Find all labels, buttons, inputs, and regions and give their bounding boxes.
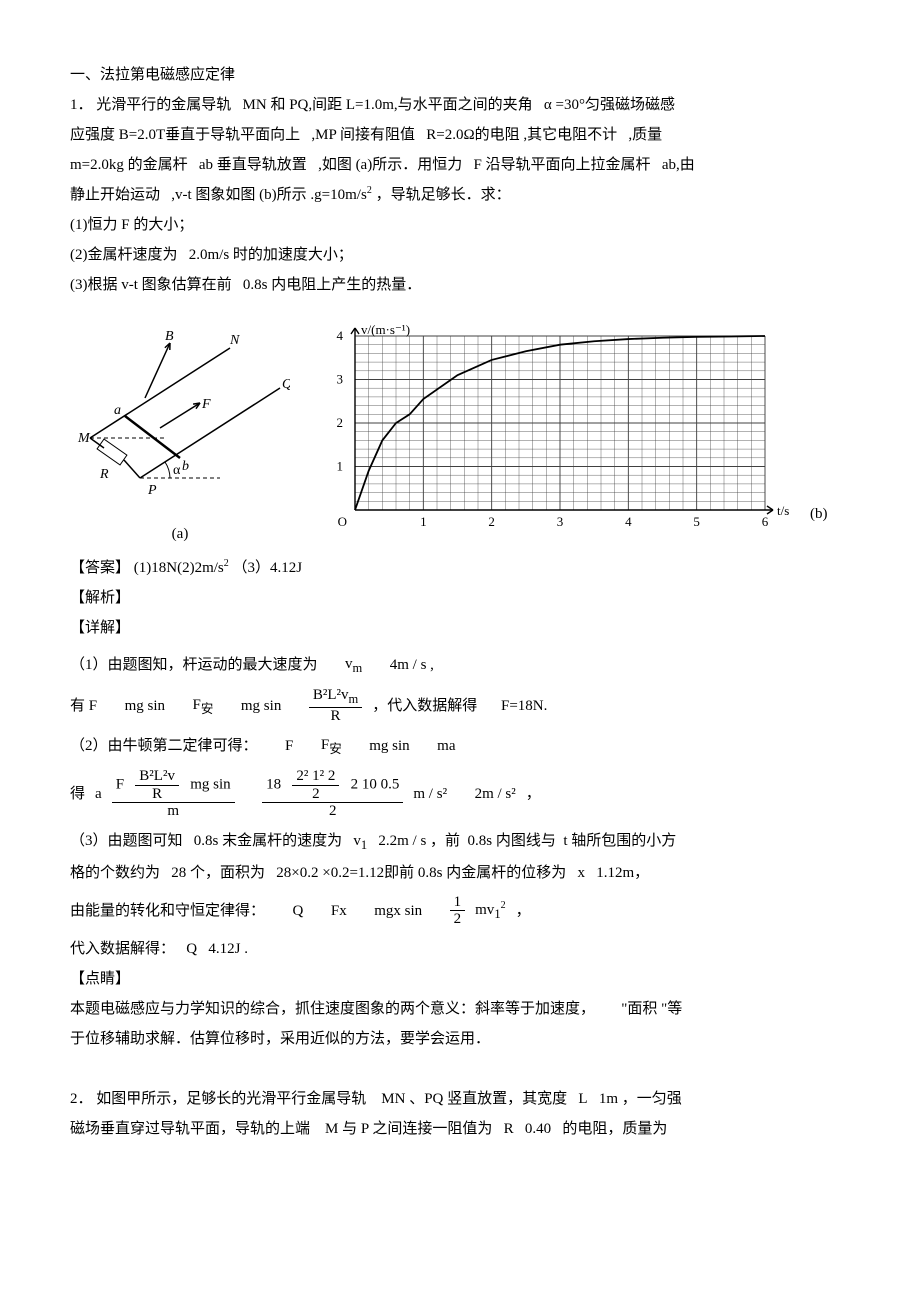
q1-p1: (1)恒力 F 的大小； (70, 210, 850, 240)
svg-text:b: b (182, 459, 189, 474)
q2-line2: 磁场垂直穿过导轨平面，导轨的上端 M 与 P 之间连接一阻值为 R 0.40 的… (70, 1114, 850, 1144)
svg-text:1: 1 (420, 514, 427, 529)
xiangjie: 【详解】 (70, 613, 850, 643)
sol2-line2: 得 a F B²L²v R mg sin m 18 2² 1² 2 2 2 10… (70, 768, 850, 820)
sol3-line3: 由能量的转化和守恒定律得： Q Fx mgx sin 1 2 mv12 ， (70, 894, 850, 928)
q1-p3: (3)根据 v-t 图象估算在前 0.8s 内电阻上产生的热量． (70, 270, 850, 300)
dj-line1: 本题电磁感应与力学知识的综合，抓住速度图象的两个意义：斜率等于加速度， "面积 … (70, 994, 850, 1024)
sol1-line1: （1）由题图知，杆运动的最大速度为 vm 4m / s , (70, 649, 850, 681)
svg-text:P: P (147, 483, 157, 498)
svg-text:α: α (173, 463, 181, 478)
svg-text:O: O (338, 514, 347, 529)
svg-text:2: 2 (337, 415, 344, 430)
q1-line1: 1． 光滑平行的金属导轨 MN 和 PQ,间距 L=1.0m,与水平面之间的夹角… (70, 90, 850, 120)
sol2-line1: （2）由牛顿第二定律可得： F F安 mg sin ma (70, 730, 850, 762)
svg-text:1: 1 (337, 459, 344, 474)
diagram-a: M N Q P Ra b B Fα (a) (70, 308, 290, 549)
svg-text:3: 3 (557, 514, 564, 529)
sol3-line2: 格的个数约为 28 个，面积为 28×0.2 ×0.2=1.12即前 0.8s … (70, 858, 850, 888)
q1-line4: 静止开始运动 ,v-t 图象如图 (b)所示 .g=10m/s2 ，导轨足够长．… (70, 180, 850, 210)
section-title: 一、法拉第电磁感应定律 (70, 60, 850, 90)
q1-num: 1． (70, 97, 93, 113)
svg-text:v/(m·s⁻¹): v/(m·s⁻¹) (361, 322, 410, 337)
sol1-line2: 有 F mg sin F安 mg sin B²L²vm R ，代入数据解得 F=… (70, 687, 850, 724)
answer-line: 【答案】 (1)18N(2)2m/s2 （3）4.12J (70, 553, 850, 583)
sol3-line4: 代入数据解得： Q 4.12J . (70, 934, 850, 964)
dj-line2: 于位移辅助求解．估算位移时，采用近似的方法，要学会运用． (70, 1024, 850, 1054)
sol3-line1: （3）由题图可知 0.8s 末金属杆的速度为 v1 2.2m / s ，前 0.… (70, 826, 850, 858)
svg-text:a: a (114, 403, 121, 418)
svg-text:3: 3 (337, 372, 344, 387)
jiexi: 【解析】 (70, 583, 850, 613)
q1-line3: m=2.0kg 的金属杆 ab 垂直导轨放置 ,如图 (a)所示．用恒力 F 沿… (70, 150, 850, 180)
chart-b: 1 2 3 4 5 6 1 2 3 4 Ov/(m·s⁻¹) t/s (310, 318, 790, 549)
svg-text:2: 2 (488, 514, 495, 529)
caption-b: (b) (810, 499, 828, 549)
caption-a: (a) (70, 519, 290, 549)
svg-text:4: 4 (337, 328, 344, 343)
svg-text:B: B (165, 329, 174, 344)
q1-p2: (2)金属杆速度为 2.0m/s 时的加速度大小； (70, 240, 850, 270)
svg-text:5: 5 (693, 514, 700, 529)
svg-text:4: 4 (625, 514, 632, 529)
svg-text:F: F (201, 397, 211, 412)
svg-text:M: M (77, 431, 91, 446)
svg-text:R: R (99, 467, 109, 482)
figure-row: M N Q P Ra b B Fα (a) 1 2 3 4 5 6 1 2 3 4 Ov/(m·s⁻¹) t/s (… (70, 308, 850, 549)
q2-line1: 2． 如图甲所示，足够长的光滑平行金属导轨 MN 、PQ 竖直放置，其宽度 L … (70, 1084, 850, 1114)
q1-line2: 应强度 B=2.0T垂直于导轨平面向上 ,MP 间接有阻值 R=2.0Ω的电阻 … (70, 120, 850, 150)
svg-text:Q: Q (282, 377, 290, 392)
svg-text:6: 6 (762, 514, 769, 529)
svg-text:t/s: t/s (777, 503, 789, 518)
svg-text:N: N (229, 333, 240, 348)
dianjing: 【点睛】 (70, 964, 850, 994)
